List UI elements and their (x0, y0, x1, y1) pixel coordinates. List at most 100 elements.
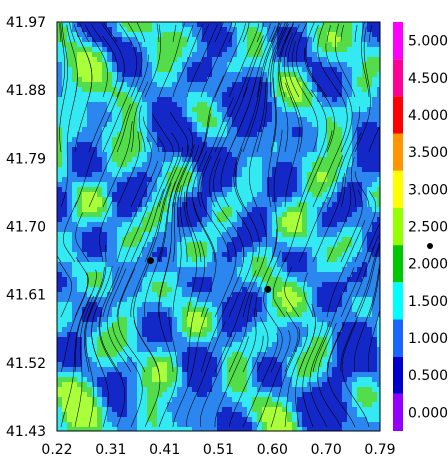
contour-cell (177, 362, 183, 368)
contour-cell (97, 222, 103, 228)
contour-cell (352, 57, 358, 63)
contour-cell (162, 357, 168, 363)
contour-cell (57, 252, 63, 258)
contour-cell (217, 147, 223, 153)
contour-cell (202, 22, 208, 28)
contour-cell (332, 112, 338, 118)
contour-cell (362, 107, 368, 113)
contour-cell (77, 152, 83, 158)
contour-cell (202, 287, 208, 293)
contour-cell (82, 147, 88, 153)
contour-cell (202, 167, 208, 173)
contour-cell (282, 342, 288, 348)
contour-cell (107, 162, 113, 168)
contour-cell (232, 172, 238, 178)
contour-cell (92, 392, 98, 398)
contour-cell (237, 237, 243, 243)
contour-cell (67, 212, 73, 218)
contour-cell (72, 142, 78, 148)
contour-cell (282, 322, 288, 328)
contour-cell (257, 52, 263, 58)
contour-cell (152, 62, 158, 68)
contour-cell (277, 357, 283, 363)
contour-cell (257, 222, 263, 228)
contour-cell (307, 297, 313, 303)
contour-cell (342, 402, 348, 408)
contour-cell (142, 297, 148, 303)
contour-cell (142, 197, 148, 203)
contour-cell (197, 182, 203, 188)
contour-cell (307, 92, 313, 98)
contour-cell (87, 177, 93, 183)
contour-cell (162, 22, 168, 28)
contour-cell (342, 362, 348, 368)
contour-cell (377, 277, 380, 283)
contour-cell (322, 262, 328, 268)
contour-cell (262, 172, 268, 178)
contour-cell (132, 392, 138, 398)
contour-cell (172, 22, 178, 28)
contour-cell (352, 297, 358, 303)
contour-cell (282, 52, 288, 58)
contour-cell (152, 107, 158, 113)
contour-cell (342, 172, 348, 178)
contour-cell (377, 202, 380, 208)
contour-cell (377, 212, 380, 218)
contour-cell (122, 367, 128, 373)
contour-cell (287, 347, 293, 353)
contour-cell (72, 372, 78, 378)
contour-cell (337, 97, 343, 103)
contour-cell (327, 212, 333, 218)
contour-cell (192, 297, 198, 303)
contour-cell (107, 27, 113, 33)
contour-cell (277, 142, 283, 148)
contour-cell (57, 347, 63, 353)
contour-cell (157, 42, 163, 48)
contour-cell (67, 57, 73, 63)
contour-cell (282, 332, 288, 338)
contour-cell (257, 302, 263, 308)
contour-cell (377, 132, 380, 138)
contour-cell (137, 102, 143, 108)
contour-cell (212, 72, 218, 78)
contour-cell (257, 157, 263, 163)
contour-cell (357, 87, 363, 93)
contour-cell (367, 92, 373, 98)
contour-cell (212, 402, 218, 408)
contour-cell (82, 402, 88, 408)
contour-cell (332, 237, 338, 243)
contour-cell (117, 397, 123, 403)
contour-cell (77, 247, 83, 253)
contour-cell (172, 327, 178, 333)
contour-cell (72, 127, 78, 133)
contour-cell (157, 102, 163, 108)
contour-cell (147, 352, 153, 358)
contour-cell (377, 192, 380, 198)
contour-cell (212, 182, 218, 188)
contour-cell (112, 132, 118, 138)
contour-cell (187, 382, 193, 388)
contour-cell (142, 292, 148, 298)
contour-cell (292, 92, 298, 98)
contour-cell (87, 182, 93, 188)
contour-cell (372, 202, 378, 208)
contour-cell (262, 132, 268, 138)
contour-cell (292, 362, 298, 368)
contour-cell (152, 367, 158, 373)
contour-cell (302, 257, 308, 263)
contour-cell (127, 377, 133, 383)
contour-cell (362, 342, 368, 348)
contour-cell (147, 62, 153, 68)
contour-cell (267, 187, 273, 193)
contour-cell (147, 347, 153, 353)
contour-cell (252, 162, 258, 168)
contour-cell (62, 367, 68, 373)
contour-cell (132, 252, 138, 258)
contour-cell (147, 72, 153, 78)
contour-cell (292, 397, 298, 403)
contour-cell (357, 172, 363, 178)
contour-cell (92, 32, 98, 38)
contour-cell (317, 237, 323, 243)
contour-cell (72, 387, 78, 393)
contour-cell (212, 97, 218, 103)
